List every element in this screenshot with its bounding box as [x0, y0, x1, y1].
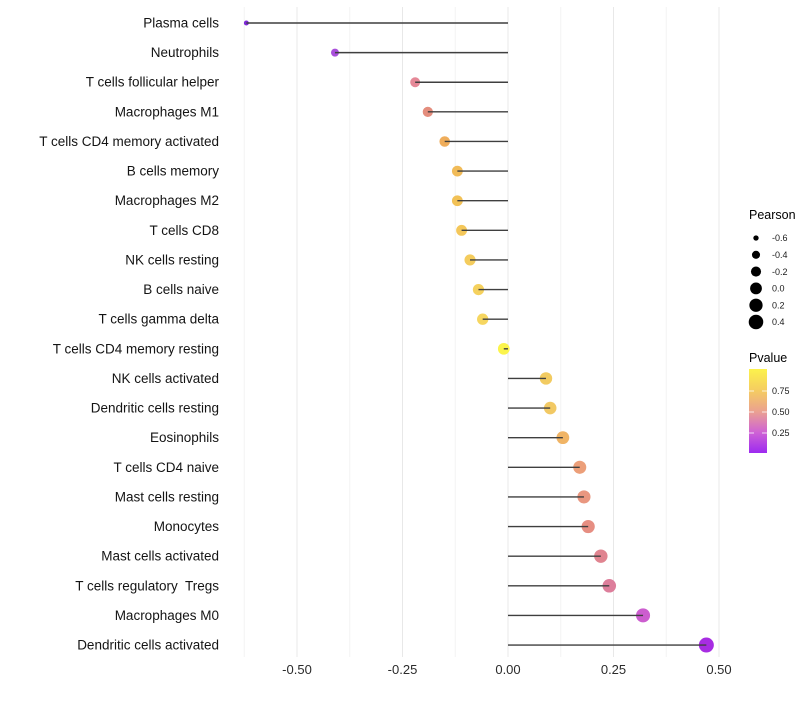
pvalue-color-legend: Pvalue 0.75 0.50 0.25: [749, 351, 790, 453]
lollipop-row: Neutrophils: [151, 45, 508, 60]
gridlines: [243, 7, 720, 657]
size-legend-dot: [753, 235, 759, 241]
category-label: Macrophages M2: [115, 193, 219, 208]
lollipop-row: Plasma cells: [143, 16, 508, 31]
lollipop-rows: Plasma cells Neutrophils T cells follicula…: [39, 16, 714, 653]
size-legend-label: -0.6: [772, 233, 788, 243]
size-legend-dot: [750, 282, 762, 295]
category-label: Mast cells activated: [101, 549, 219, 564]
lollipop-row: Mast cells resting: [115, 489, 591, 504]
x-tick-label: 0.50: [706, 662, 731, 677]
category-label: Macrophages M0: [115, 608, 219, 623]
size-legend-label: 0.4: [772, 317, 785, 327]
lollipop-row: B cells memory: [127, 164, 508, 179]
lollipop-row: Monocytes: [154, 519, 595, 534]
lollipop-row: Macrophages M2: [115, 193, 508, 208]
lollipop-row: Macrophages M0: [115, 608, 651, 623]
size-legend-dot: [750, 266, 762, 277]
size-legend-title: Pearson: [749, 208, 796, 222]
lollipop-row: NK cells activated: [112, 371, 553, 386]
pearson-size-legend: Pearson -0.6 -0.4 -0.2 0.0 0.2 0.4: [748, 208, 796, 330]
x-axis-tick-labels: -0.50 -0.25 0.00 0.25 0.50: [282, 662, 731, 677]
category-label: T cells CD8: [149, 223, 219, 238]
colorbar-tick-label: 0.25: [772, 428, 790, 438]
colorbar-tick-label: 0.50: [772, 407, 790, 417]
colorbar-tick-labels: 0.75 0.50 0.25: [749, 386, 790, 438]
category-label: Plasma cells: [143, 16, 219, 31]
x-tick-label: -0.25: [388, 662, 418, 677]
size-legend-label: 0.0: [772, 284, 785, 294]
lollipop-row: T cells gamma delta: [98, 312, 508, 327]
category-label: Macrophages M1: [115, 104, 219, 119]
category-label: NK cells resting: [125, 252, 219, 267]
category-label: Neutrophils: [151, 45, 220, 60]
category-label: T cells CD4 memory activated: [39, 134, 219, 149]
category-label: B cells naive: [143, 282, 219, 297]
lollipop-row: T cells CD4 memory activated: [39, 134, 508, 149]
x-tick-label: 0.25: [601, 662, 626, 677]
size-legend-dot: [748, 314, 764, 330]
category-label: T cells gamma delta: [98, 312, 219, 327]
category-label: Mast cells resting: [115, 489, 219, 504]
lollipop-row: T cells follicular helper: [86, 75, 508, 90]
size-legend-label: 0.2: [772, 300, 785, 310]
lollipop-row: NK cells resting: [125, 252, 508, 267]
category-label: T cells CD4 memory resting: [53, 341, 219, 356]
lollipop-dot: [410, 77, 421, 88]
x-tick-label: -0.50: [282, 662, 312, 677]
category-label: Monocytes: [154, 519, 220, 534]
category-label: B cells memory: [127, 164, 220, 179]
category-label: NK cells activated: [112, 371, 219, 386]
color-legend-title: Pvalue: [749, 351, 787, 365]
category-label: Dendritic cells resting: [91, 401, 219, 416]
size-legend-label: -0.4: [772, 250, 788, 260]
size-legend-items: -0.6 -0.4 -0.2 0.0 0.2 0.4: [748, 233, 788, 330]
size-legend-dot: [751, 250, 761, 259]
lollipop-row: Mast cells activated: [101, 549, 608, 564]
size-legend-dot: [749, 298, 763, 312]
lollipop-row: T cells regulatory Tregs: [75, 578, 617, 593]
category-label: Dendritic cells activated: [77, 638, 219, 653]
lollipop-row: T cells CD8: [149, 223, 508, 238]
lollipop-dot: [698, 637, 714, 653]
lollipop-row: T cells CD4 naive: [113, 460, 587, 475]
category-label: T cells follicular helper: [86, 75, 220, 90]
lollipop-row: Dendritic cells activated: [77, 637, 714, 653]
colorbar-tick-label: 0.75: [772, 386, 790, 396]
category-label: T cells regulatory Tregs: [75, 578, 219, 593]
lollipop-row: T cells CD4 memory resting: [53, 341, 510, 356]
pvalue-colorbar: [749, 369, 767, 453]
size-legend-label: -0.2: [772, 267, 788, 277]
x-tick-label: 0.00: [495, 662, 520, 677]
lollipop-row: Macrophages M1: [115, 104, 508, 119]
lollipop-row: Dendritic cells resting: [91, 401, 557, 416]
category-label: T cells CD4 naive: [113, 460, 219, 475]
lollipop-dot: [472, 283, 485, 296]
lollipop-row: Eosinophils: [150, 430, 570, 445]
lollipop-row: B cells naive: [143, 282, 508, 297]
lollipop-dot: [330, 48, 339, 57]
category-label: Eosinophils: [150, 430, 219, 445]
